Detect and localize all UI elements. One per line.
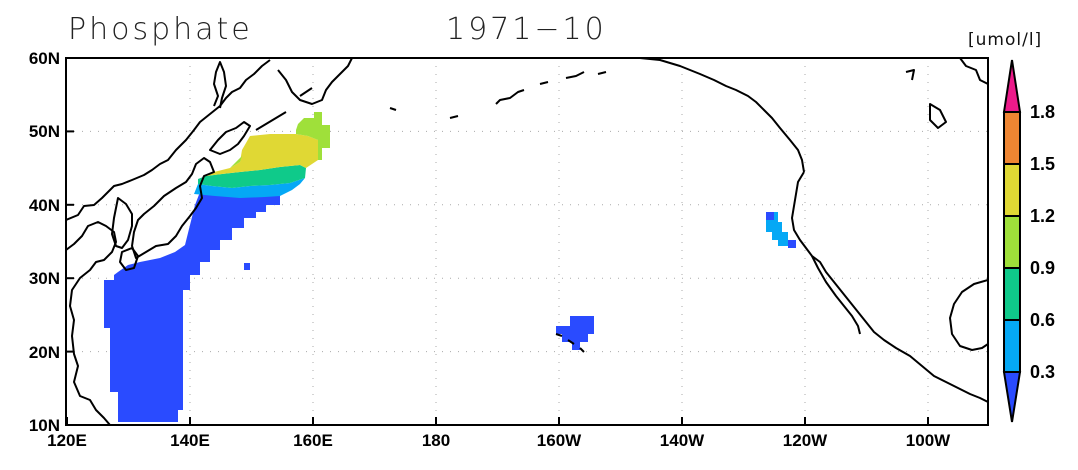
coast-hudson bbox=[905, 69, 947, 129]
coast-gulf-mexico bbox=[949, 279, 988, 351]
plot-frame bbox=[65, 57, 989, 426]
coast-kamchatka bbox=[277, 58, 353, 105]
coast-japan-kyushu bbox=[119, 247, 139, 271]
cells-kuril-lime bbox=[296, 112, 330, 160]
colorbar-label-0-3: 0.3 bbox=[1030, 362, 1055, 382]
cells-kuril-lime-2 bbox=[230, 156, 242, 168]
cells-california-dark-2 bbox=[788, 240, 796, 248]
colorbar-label-1-2: 1.2 bbox=[1030, 206, 1055, 226]
x-label-140w: 140W bbox=[660, 431, 705, 450]
y-axis-labels: 10N 20N 30N 40N 50N 60N bbox=[29, 49, 60, 435]
grid-lines bbox=[66, 58, 988, 425]
y-label-10n: 10N bbox=[29, 416, 60, 435]
y-axis-ticks bbox=[66, 57, 74, 426]
y-label-40n: 40N bbox=[29, 196, 60, 215]
colorbar-label-0-6: 0.6 bbox=[1030, 310, 1055, 330]
colorbar-segment-5 bbox=[1003, 111, 1021, 165]
x-label-120w: 120W bbox=[783, 431, 828, 450]
cells-california bbox=[766, 212, 796, 246]
x-axis-labels: 120E 140E 160E 180 160W 140W 120W 100W bbox=[47, 431, 951, 450]
colorbar-under-triangle bbox=[1002, 371, 1022, 423]
cells-hokkaido-yellow bbox=[206, 134, 318, 176]
colorbar-segment-3 bbox=[1003, 215, 1021, 269]
coast-sakhalin bbox=[213, 61, 227, 109]
x-label-120e: 120E bbox=[47, 431, 87, 450]
coast-aleutians bbox=[389, 71, 607, 119]
x-label-100w: 100W bbox=[906, 431, 951, 450]
coastlines bbox=[66, 58, 988, 425]
x-axis-ticks bbox=[66, 417, 929, 425]
colorbar-unit-label: [umol/l] bbox=[968, 30, 1043, 50]
coast-korea-china bbox=[66, 221, 117, 425]
coast-japan-hokkaido bbox=[209, 121, 251, 155]
colorbar-label-1-8: 1.8 bbox=[1030, 102, 1055, 122]
coast-hawaii bbox=[555, 333, 585, 353]
colorbar-label-1-5: 1.5 bbox=[1030, 154, 1055, 174]
coast-baja bbox=[811, 255, 861, 335]
y-label-20n: 20N bbox=[29, 343, 60, 362]
colorbar-segment-4 bbox=[1003, 163, 1021, 217]
x-label-140e: 140E bbox=[170, 431, 210, 450]
x-label-180: 180 bbox=[422, 431, 450, 450]
colorbar-segment-2 bbox=[1003, 267, 1021, 321]
coast-japan-honshu bbox=[131, 157, 215, 259]
coast-korea-peninsula bbox=[111, 197, 133, 249]
map-title-variable: Phosphate bbox=[68, 12, 253, 47]
coast-north-america-west bbox=[791, 171, 988, 403]
y-label-50n: 50N bbox=[29, 122, 60, 141]
colorbar: 0.3 0.6 0.9 1.2 1.5 1.8 bbox=[1002, 59, 1055, 423]
cells-west-pacific-lowest bbox=[104, 192, 280, 422]
cells-ne-japan-band1 bbox=[194, 178, 305, 198]
cells-hawaii bbox=[556, 316, 594, 350]
y-label-30n: 30N bbox=[29, 269, 60, 288]
phosphate-cells bbox=[104, 112, 796, 422]
coast-alaska bbox=[639, 58, 805, 173]
coast-asia-mainland bbox=[66, 59, 271, 221]
cells-california-dark bbox=[766, 212, 774, 220]
x-label-160e: 160E bbox=[293, 431, 333, 450]
colorbar-segment-1 bbox=[1003, 319, 1021, 373]
coast-kurils bbox=[255, 87, 313, 131]
colorbar-over-triangle bbox=[1002, 59, 1022, 113]
y-label-60n: 60N bbox=[29, 49, 60, 68]
cells-ne-japan-band2 bbox=[198, 165, 306, 188]
colorbar-label-0-9: 0.9 bbox=[1030, 258, 1055, 278]
map-title-date: 1971−10 bbox=[446, 12, 607, 47]
coast-northeast-edge bbox=[959, 58, 988, 85]
x-label-160w: 160W bbox=[537, 431, 582, 450]
